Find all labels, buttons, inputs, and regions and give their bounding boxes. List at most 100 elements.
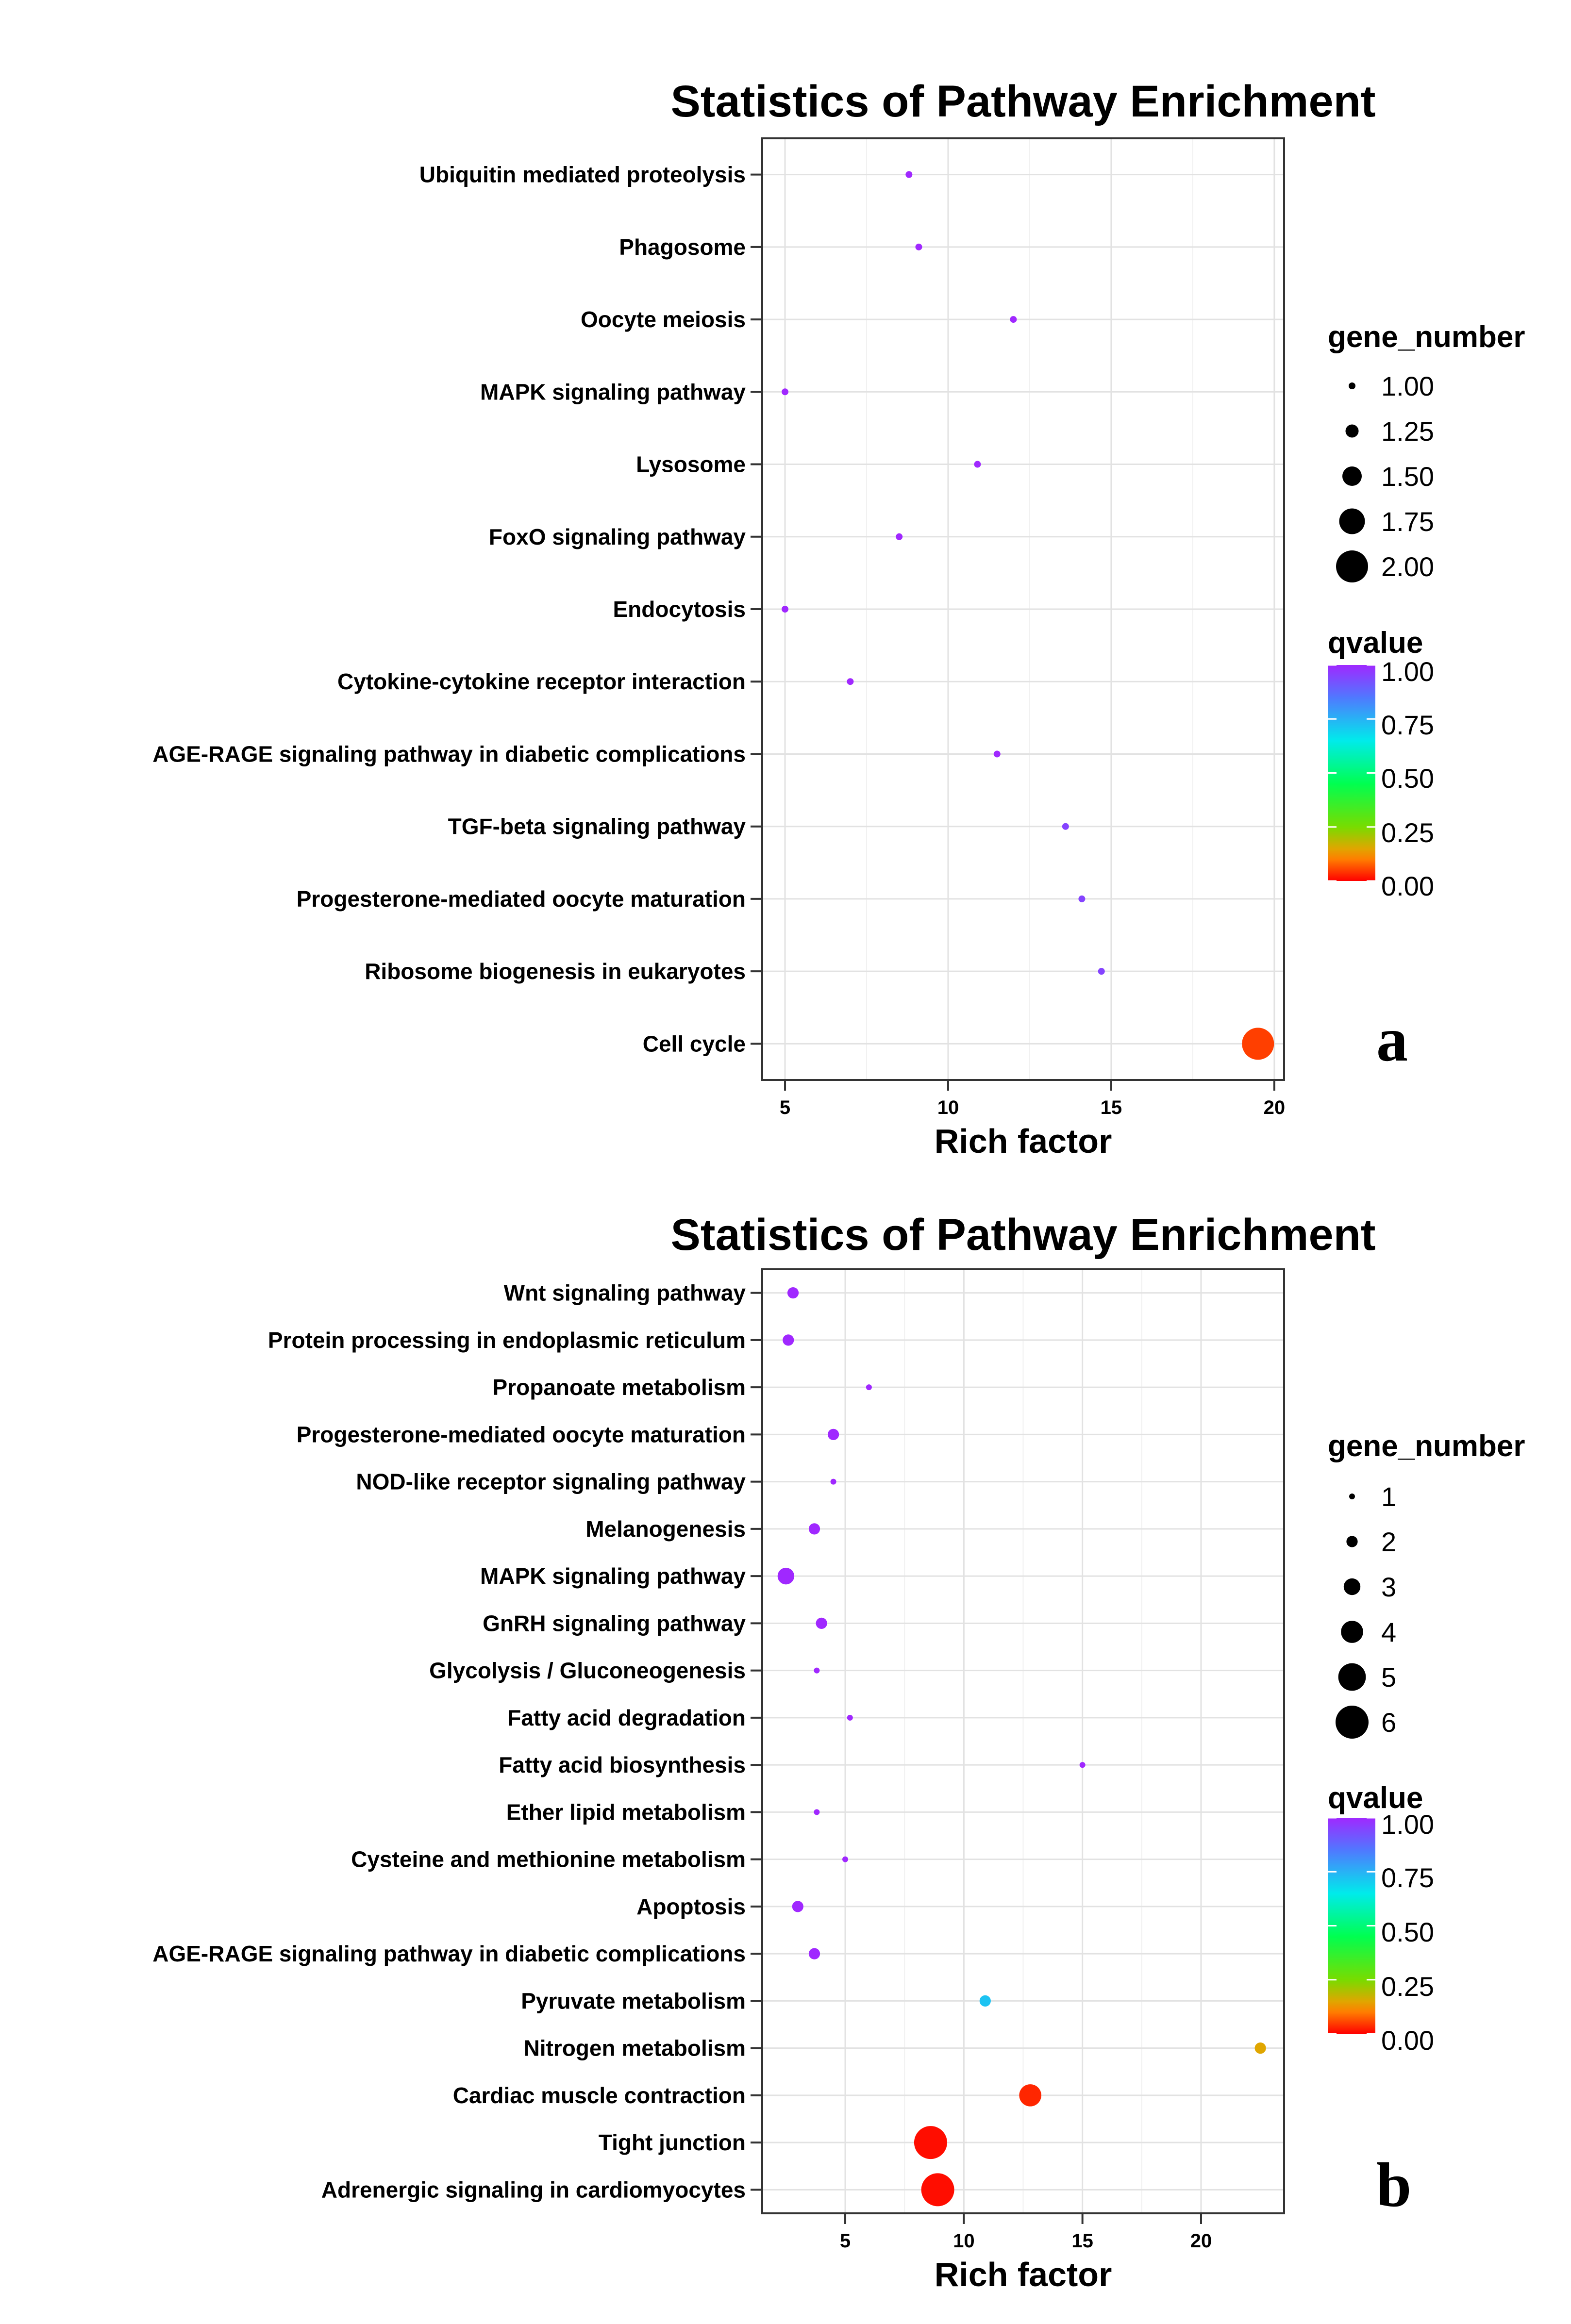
panel-b-size-legend-key	[1341, 1621, 1363, 1643]
panel-b-data-point	[792, 1901, 803, 1912]
panel-b-category-label: Apoptosis	[636, 1894, 746, 1919]
panel-a-color-legend-label: 0.00	[1381, 871, 1434, 901]
panel-a-category-label: Phagosome	[619, 234, 746, 260]
panel-b-panel-letter: b	[1376, 2150, 1411, 2220]
panel-a-size-legend-key	[1345, 424, 1359, 438]
panel-a-category-label: AGE-RAGE signaling pathway in diabetic c…	[152, 741, 746, 766]
panel-b-data-point	[808, 1523, 820, 1535]
panel-a-x-tick-label: 15	[1101, 1097, 1122, 1118]
panel-b-size-legend-label: 1	[1381, 1481, 1396, 1512]
panel-b-category-label: Nitrogen metabolism	[523, 2036, 746, 2061]
panel-b-x-tick-label: 5	[840, 2230, 851, 2252]
panel-a-panel-letter: a	[1376, 1005, 1408, 1075]
panel-a-data-point	[847, 678, 854, 685]
panel-a-chart-title: Statistics of Pathway Enrichment	[671, 77, 1376, 126]
panel-a-category-label: Cell cycle	[643, 1031, 746, 1056]
panel-b-category-label: MAPK signaling pathway	[480, 1563, 746, 1589]
panel-a-data-point	[896, 533, 903, 540]
panel-b-size-legend-title: gene_number	[1328, 1429, 1525, 1463]
panel-a-size-legend-label: 1.00	[1381, 371, 1434, 401]
panel-b-category-label: GnRH signaling pathway	[483, 1610, 746, 1636]
panel-a-data-point	[782, 388, 789, 396]
panel-b-category-label: NOD-like receptor signaling pathway	[356, 1469, 746, 1494]
panel-a-size-legend-label: 1.75	[1381, 506, 1434, 537]
panel-a-category-label: Ribosome biogenesis in eukaryotes	[365, 959, 746, 984]
panel-a-data-point	[993, 750, 1001, 758]
panel-b-data-point	[814, 1667, 820, 1674]
panel-a-x-tick-label: 5	[780, 1097, 790, 1118]
panel-a-data-point	[1098, 968, 1105, 975]
panel-a-x-axis-title: Rich factor	[935, 1122, 1112, 1160]
panel-b-data-point	[1019, 2084, 1041, 2107]
panel-b-data-point	[808, 1948, 820, 1959]
panel-a-size-legend-title: gene_number	[1328, 320, 1525, 354]
panel-b-data-point	[866, 1384, 872, 1391]
panel-b-category-label: Cardiac muscle contraction	[453, 2083, 746, 2108]
panel-a-size-legend-label: 2.00	[1381, 551, 1434, 582]
panel-a-color-legend-label: 0.50	[1381, 763, 1434, 794]
panel-b-size-legend-label: 3	[1381, 1572, 1396, 1602]
panel-b-data-point	[830, 1478, 836, 1485]
panel-a-size-legend-key	[1339, 508, 1365, 534]
panel-b-data-point	[777, 1567, 795, 1585]
panel-b-size-legend-label: 2	[1381, 1527, 1396, 1557]
panel-b-size-legend-label: 6	[1381, 1707, 1396, 1738]
panel-b-category-label: Cysteine and methionine metabolism	[351, 1847, 746, 1872]
panel-b-color-legend-label: 0.50	[1381, 1917, 1434, 1947]
panel-a-data-point	[915, 243, 922, 250]
panel-a-data-point	[1010, 316, 1017, 323]
panel-a-plot-border	[761, 137, 1285, 1081]
panel-b-data-point	[783, 1334, 794, 1346]
panel-b-data-point	[827, 1428, 839, 1440]
panel-b-size-legend-key	[1346, 1536, 1358, 1547]
panel-a-category-label: TGF-beta signaling pathway	[448, 814, 746, 839]
panel-a-data-point	[782, 606, 789, 613]
panel-a-size-legend-label: 1.25	[1381, 416, 1434, 447]
panel-a-x-tick-label: 20	[1264, 1097, 1286, 1118]
panel-a-size-legend-label: 1.50	[1381, 461, 1434, 492]
panel-a-category-label: Cytokine-cytokine receptor interaction	[337, 669, 746, 694]
panel-a-x-tick-label: 10	[937, 1097, 959, 1118]
panel-a-category-label: MAPK signaling pathway	[480, 379, 746, 404]
panel-a-color-legend-title: qvalue	[1328, 626, 1423, 660]
panel-b-data-point	[1079, 1762, 1086, 1768]
panel-a-data-point	[905, 171, 913, 178]
panel-a-category-label: Progesterone-mediated oocyte maturation	[297, 886, 746, 912]
panel-a-data-point	[974, 461, 981, 468]
panel-b-category-label: Wnt signaling pathway	[504, 1280, 746, 1306]
panel-b-data-point	[1254, 2042, 1266, 2054]
panel-a-color-legend-label: 0.75	[1381, 710, 1434, 740]
panel-b-size-legend-label: 5	[1381, 1662, 1396, 1693]
panel-b-size-legend-key	[1336, 1706, 1369, 1739]
panel-b-data-point	[787, 1287, 799, 1299]
panel-b-chart-title: Statistics of Pathway Enrichment	[671, 1210, 1376, 1260]
panel-a-size-legend-key	[1336, 550, 1368, 582]
panel-b-color-legend-label: 1.00	[1381, 1809, 1434, 1840]
panel-b-data-point	[847, 1714, 853, 1721]
panel-b-size-legend-key	[1349, 1494, 1355, 1499]
panel-b-color-legend-title: qvalue	[1328, 1781, 1423, 1815]
panel-b-color-legend-label: 0.75	[1381, 1862, 1434, 1893]
panel-a-color-legend-label: 0.25	[1381, 817, 1434, 848]
panel-a-data-point	[1062, 823, 1069, 830]
panel-a-color-legend-label: 1.00	[1381, 656, 1434, 687]
panel-b-category-label: Propanoate metabolism	[493, 1375, 746, 1400]
panel-a-category-label: Ubiquitin mediated proteolysis	[419, 162, 746, 187]
panel-b-plot-border	[761, 1268, 1285, 2214]
panel-a-size-legend-key	[1342, 466, 1362, 486]
panel-b-category-label: Protein processing in endoplasmic reticu…	[268, 1328, 746, 1353]
panel-b-category-label: Fatty acid biosynthesis	[499, 1752, 746, 1777]
panel-a-data-point	[1078, 895, 1086, 902]
panel-b-size-legend-label: 4	[1381, 1617, 1396, 1647]
panel-b-data-point	[814, 1809, 820, 1815]
panel-b-data-point	[979, 1995, 991, 2007]
panel-b-data-point	[921, 2173, 954, 2207]
panel-a-data-point	[1242, 1028, 1274, 1060]
panel-b-category-label: Tight junction	[599, 2130, 746, 2155]
panel-b-data-point	[914, 2126, 947, 2159]
panel-b-category-label: Progesterone-mediated oocyte maturation	[297, 1422, 746, 1447]
panel-a-category-label: Endocytosis	[613, 597, 746, 622]
panel-b-category-label: Melanogenesis	[585, 1516, 746, 1542]
panel-a-category-label: Lysosome	[636, 452, 746, 477]
